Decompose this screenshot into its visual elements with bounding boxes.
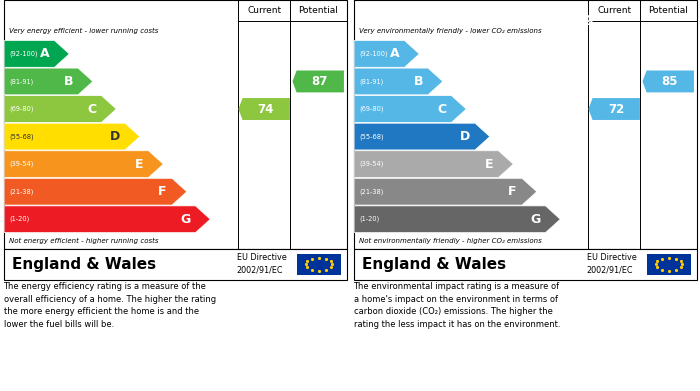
Polygon shape [239,98,290,120]
Text: 72: 72 [608,102,624,115]
Text: Very energy efficient - lower running costs: Very energy efficient - lower running co… [8,28,158,34]
Polygon shape [293,70,344,92]
Text: (81-91): (81-91) [10,78,34,85]
Polygon shape [4,96,116,122]
Text: (55-68): (55-68) [10,133,34,140]
Polygon shape [4,206,210,233]
Text: (21-38): (21-38) [10,188,34,195]
Text: G: G [530,213,540,226]
Text: Potential: Potential [648,6,688,15]
FancyBboxPatch shape [4,0,346,249]
Text: (55-68): (55-68) [360,133,384,140]
Text: The environmental impact rating is a measure of
a home's impact on the environme: The environmental impact rating is a mea… [354,282,560,329]
Text: Very environmentally friendly - lower CO₂ emissions: Very environmentally friendly - lower CO… [358,28,541,34]
FancyBboxPatch shape [354,249,696,280]
Text: E: E [485,158,494,170]
Text: (39-54): (39-54) [10,161,34,167]
Text: (39-54): (39-54) [360,161,384,167]
Text: D: D [110,130,120,143]
Text: C: C [438,102,447,115]
FancyBboxPatch shape [4,249,346,280]
Text: B: B [64,75,73,88]
FancyBboxPatch shape [354,0,696,36]
Text: Environmental Impact (CO₂) Rating: Environmental Impact (CO₂) Rating [362,12,594,25]
Polygon shape [4,68,93,95]
Polygon shape [354,206,560,233]
Text: Energy Efficiency Rating: Energy Efficiency Rating [12,12,174,25]
Text: F: F [508,185,517,198]
Text: England & Wales: England & Wales [12,256,156,272]
Text: The energy efficiency rating is a measure of the
overall efficiency of a home. T: The energy efficiency rating is a measur… [4,282,216,329]
Text: Current: Current [597,6,631,15]
Text: (21-38): (21-38) [360,188,384,195]
Text: B: B [414,75,423,88]
Text: Potential: Potential [298,6,338,15]
Text: Not energy efficient - higher running costs: Not energy efficient - higher running co… [8,238,158,244]
Polygon shape [4,178,187,205]
Text: EU Directive
2002/91/EC: EU Directive 2002/91/EC [237,253,286,275]
FancyBboxPatch shape [354,0,696,249]
Text: G: G [180,213,190,226]
Polygon shape [4,151,163,178]
Polygon shape [589,98,640,120]
Text: (1-20): (1-20) [360,216,380,222]
Text: Not environmentally friendly - higher CO₂ emissions: Not environmentally friendly - higher CO… [358,238,541,244]
Text: A: A [40,47,50,60]
Polygon shape [4,123,140,150]
Text: (1-20): (1-20) [10,216,30,222]
Text: Current: Current [247,6,281,15]
Text: 74: 74 [258,102,274,115]
FancyBboxPatch shape [4,0,346,36]
Text: (81-91): (81-91) [360,78,384,85]
Text: England & Wales: England & Wales [362,256,506,272]
Polygon shape [354,68,443,95]
Text: EU Directive
2002/91/EC: EU Directive 2002/91/EC [587,253,636,275]
Text: (69-80): (69-80) [10,106,34,112]
Polygon shape [354,123,490,150]
Text: (92-100): (92-100) [360,51,389,57]
Polygon shape [643,70,694,92]
Text: (92-100): (92-100) [10,51,38,57]
Text: F: F [158,185,167,198]
Text: 87: 87 [312,75,328,88]
Text: 85: 85 [662,75,678,88]
Polygon shape [354,178,537,205]
Polygon shape [354,96,466,122]
Text: C: C [88,102,97,115]
Text: D: D [460,130,470,143]
Text: (69-80): (69-80) [360,106,384,112]
Text: E: E [135,158,143,170]
Polygon shape [354,151,513,178]
FancyBboxPatch shape [297,254,342,275]
Polygon shape [4,41,69,67]
Text: A: A [390,47,400,60]
FancyBboxPatch shape [647,254,692,275]
Polygon shape [354,41,419,67]
